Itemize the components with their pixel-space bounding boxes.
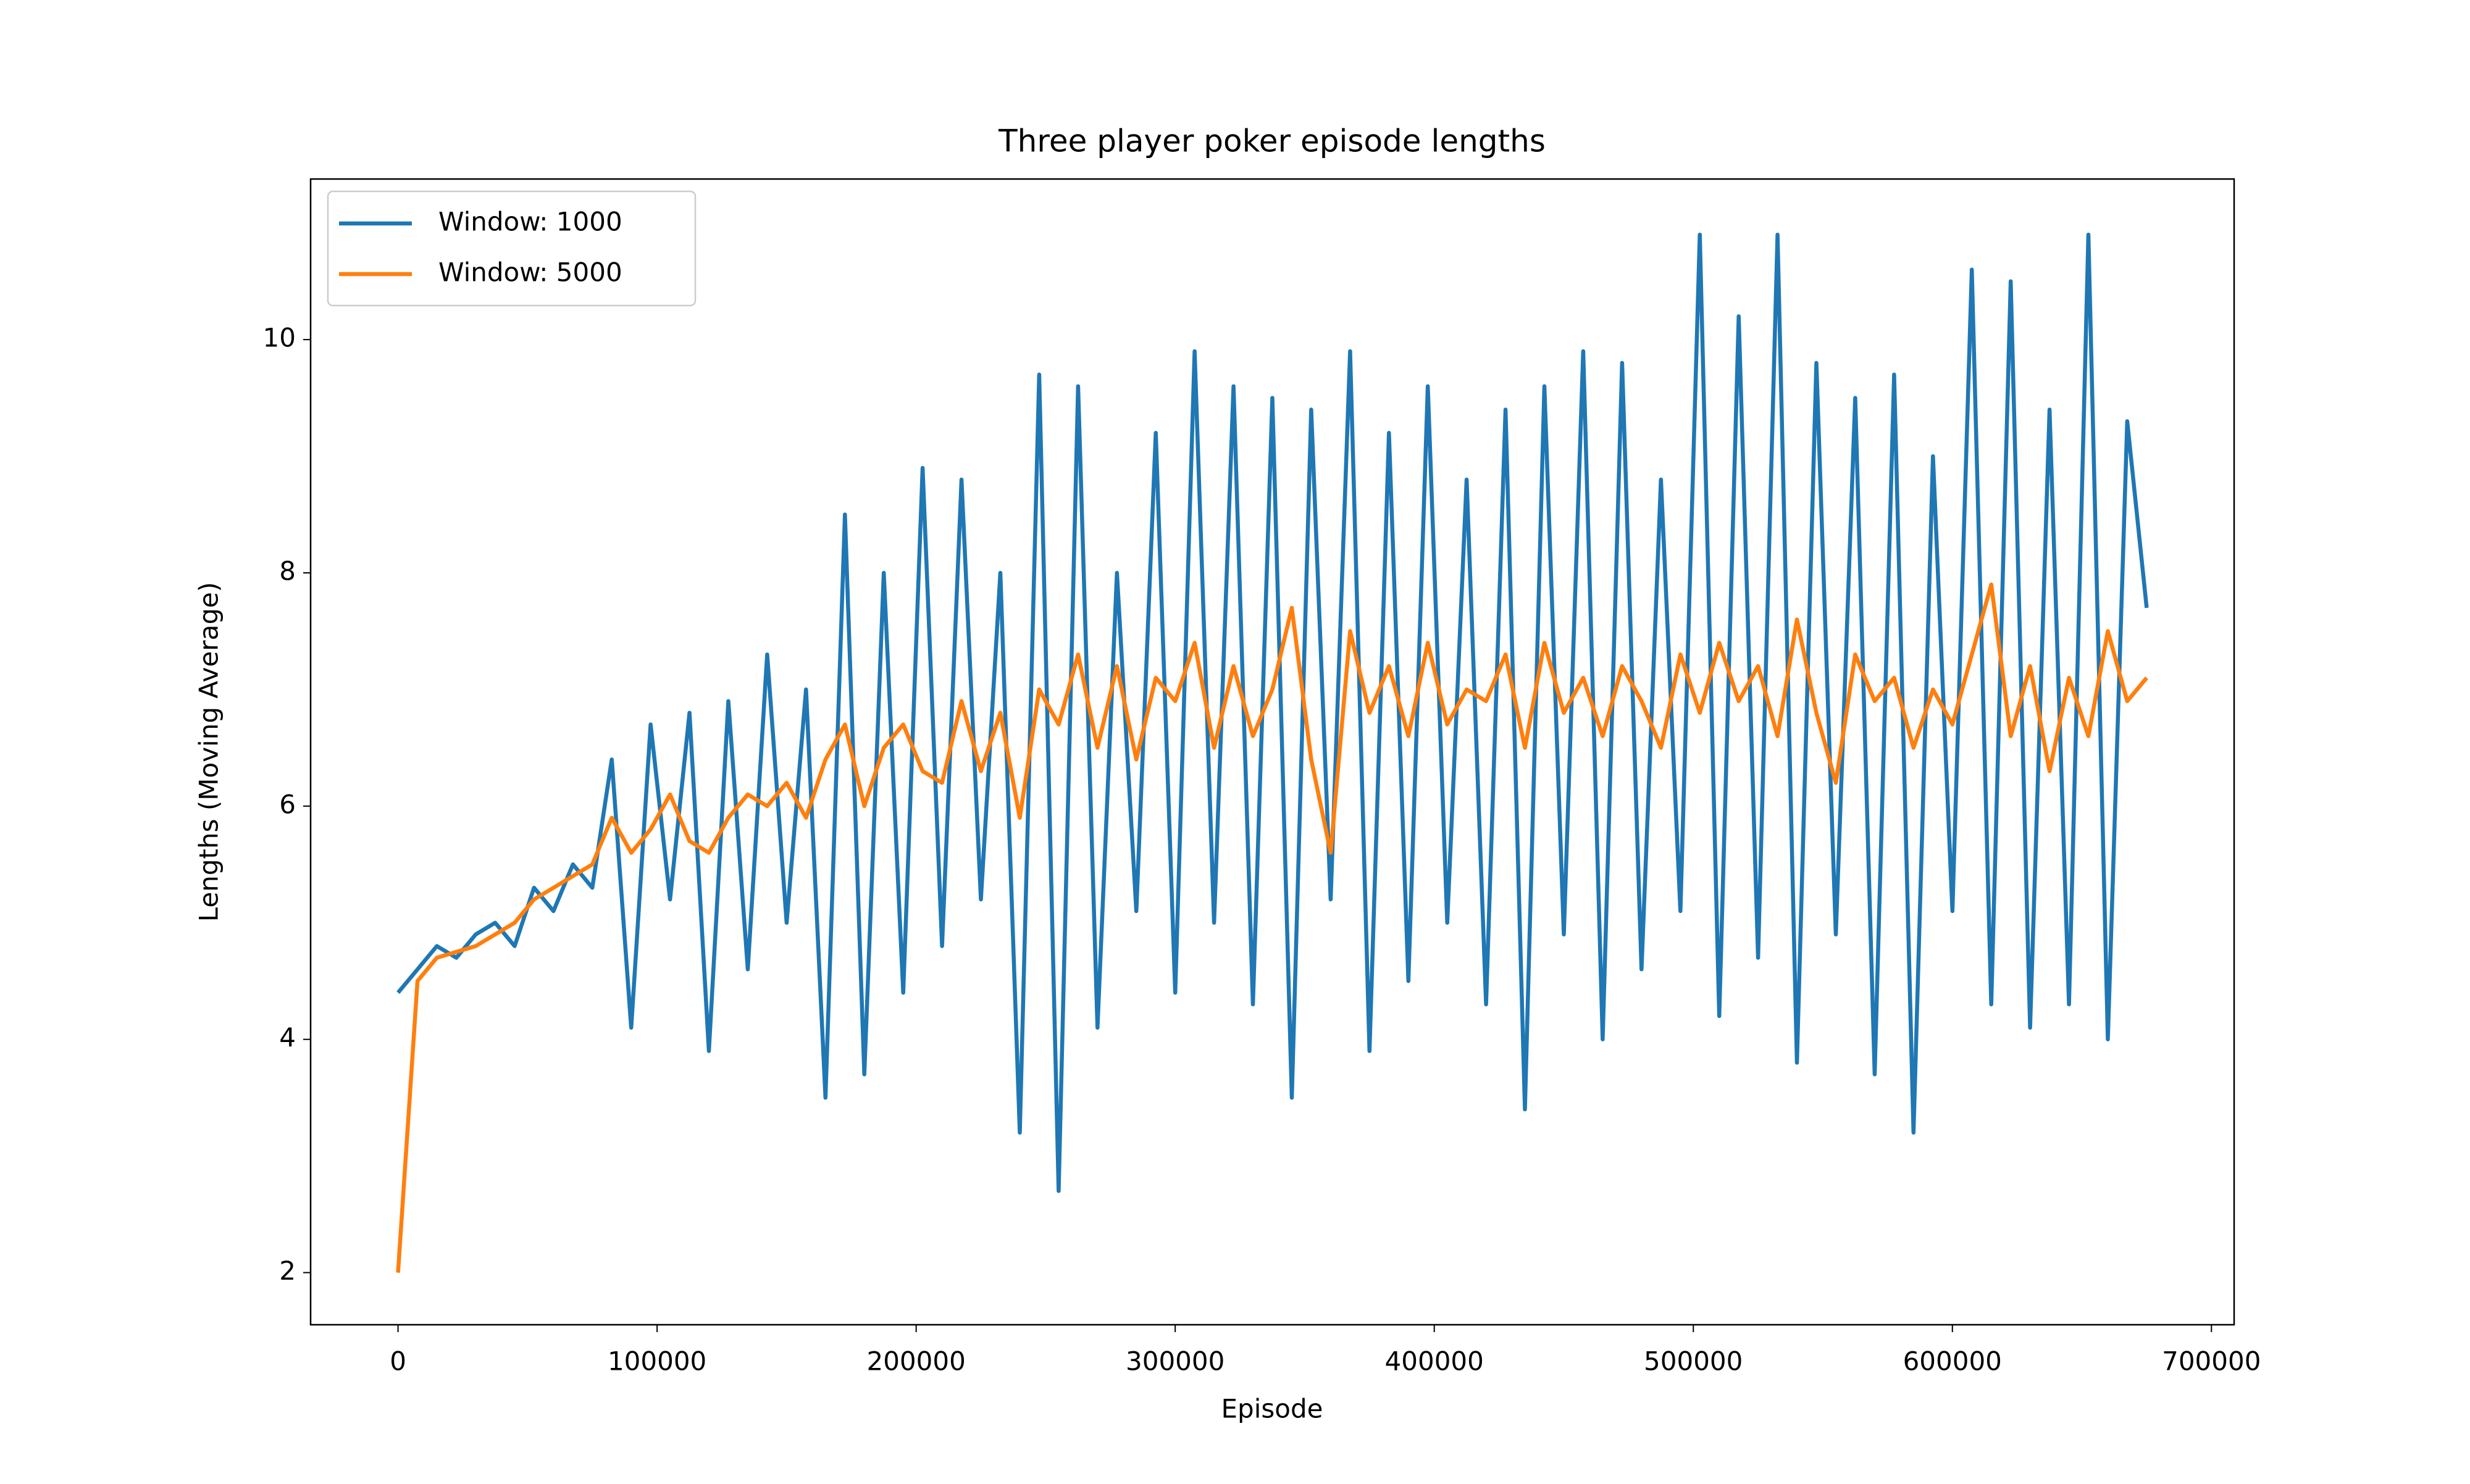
x-tick-label: 400000 (1385, 1346, 1484, 1377)
y-tick-label: 2 (279, 1256, 296, 1286)
y-tick-label: 10 (263, 323, 296, 353)
x-axis-label: Episode (1221, 1394, 1323, 1424)
data-line (396, 582, 2148, 1273)
legend-label: Window: 5000 (438, 257, 622, 288)
legend-box (327, 190, 697, 307)
x-tick-label: 600000 (1903, 1346, 2002, 1377)
chart-title: Three player poker episode lengths (998, 123, 1546, 159)
y-tick-label: 6 (279, 789, 296, 819)
y-tick-label: 4 (279, 1022, 296, 1053)
x-tick-label: 200000 (866, 1346, 965, 1377)
x-tick-label: 500000 (1644, 1346, 1743, 1377)
legend-label: Window: 1000 (438, 207, 622, 237)
x-tick-label: 300000 (1126, 1346, 1225, 1377)
x-tick-label: 700000 (2162, 1346, 2261, 1377)
data-line (396, 232, 2149, 1193)
y-axis-label: Lengths (Moving Average) (194, 582, 224, 922)
y-tick-label: 8 (279, 556, 296, 586)
x-tick-label: 0 (390, 1346, 406, 1377)
plot-frame (309, 178, 2235, 1326)
x-tick-label: 100000 (608, 1346, 706, 1377)
